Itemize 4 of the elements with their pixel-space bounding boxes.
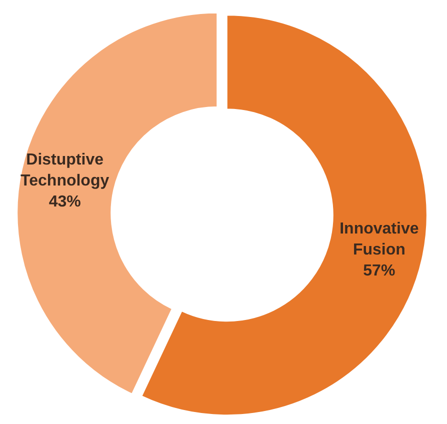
- data-label: 57%: [363, 262, 396, 280]
- slice-label: Distuptive Technology: [20, 152, 110, 190]
- data-label: 43%: [48, 194, 81, 211]
- slice-label: Innovative Fusion: [340, 220, 419, 258]
